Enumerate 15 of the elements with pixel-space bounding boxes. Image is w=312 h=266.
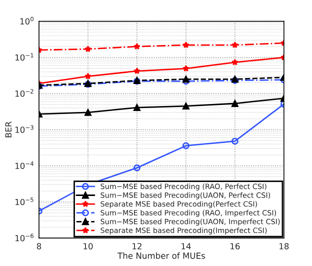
x-tick-label: 16 bbox=[230, 243, 240, 250]
y-tick-label: 10$^{−3}$ bbox=[15, 125, 34, 133]
x-tick-label: 14 bbox=[182, 243, 191, 250]
x-tick-label: 10 bbox=[84, 243, 93, 250]
y-tick-label: 10$^{0}$ bbox=[20, 16, 34, 24]
y-tick-label: 10$^{−2}$ bbox=[15, 89, 34, 97]
x-tick-label: 18 bbox=[280, 243, 289, 250]
x-tick-label: 8 bbox=[36, 243, 42, 250]
y-tick-label: 10$^{−6}$ bbox=[15, 234, 34, 242]
y-tick-label: 10$^{−1}$ bbox=[15, 53, 34, 61]
y-axis-title: BER bbox=[5, 122, 12, 138]
y-tick-label: 10$^{−4}$ bbox=[15, 161, 34, 170]
x-tick-label: 12 bbox=[132, 243, 142, 250]
y-tick-label: 10$^{−5}$ bbox=[15, 198, 34, 206]
x-axis-title: The Number of MUEs bbox=[118, 252, 205, 259]
